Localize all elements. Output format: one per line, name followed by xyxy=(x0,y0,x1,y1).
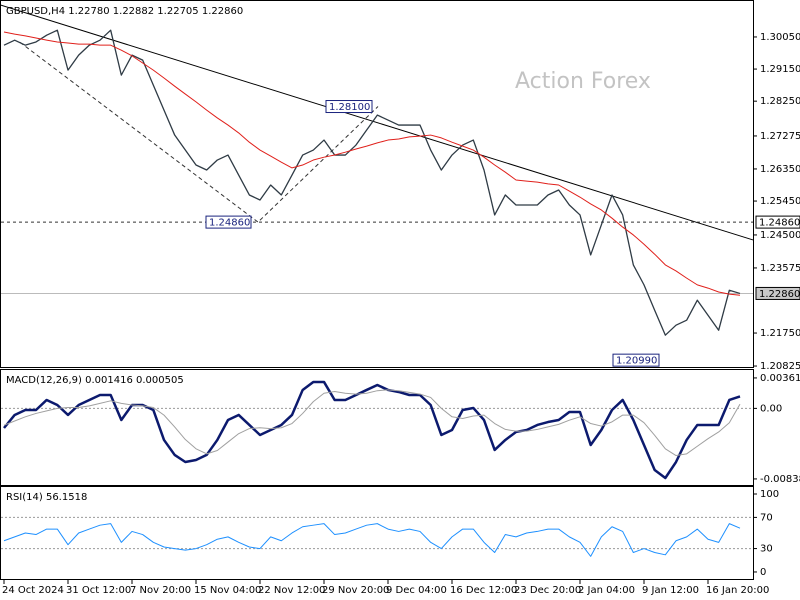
x-tick-label: 31 Oct 12:00 xyxy=(66,585,131,596)
x-tick-label: 29 Nov 20:00 xyxy=(322,585,389,596)
y-tick-label: 1.24500 xyxy=(760,230,800,241)
panel-frame xyxy=(0,486,754,580)
y-tick-label: 100 xyxy=(760,489,779,500)
x-tick-label: 9 Dec 04:00 xyxy=(386,585,447,596)
price-label-box xyxy=(755,286,800,300)
y-tick-label: 1.25450 xyxy=(760,196,800,207)
y-tick-label: -0.00838 xyxy=(760,474,800,485)
annotation-box xyxy=(205,215,252,229)
price-label-box xyxy=(755,215,800,229)
series-line xyxy=(3,523,741,557)
series-line xyxy=(3,389,741,457)
y-tick-label: 0 xyxy=(760,567,766,578)
y-tick-label: 1.23575 xyxy=(760,263,800,274)
x-tick-label: 16 Dec 12:00 xyxy=(450,585,517,596)
panel-frame xyxy=(0,0,754,368)
panel-title: MACD(12,26,9) 0.001416 0.000505 xyxy=(6,375,184,386)
x-tick-label: 16 Jan 20:00 xyxy=(706,585,769,596)
y-tick-label: 0.003616 xyxy=(760,373,800,384)
y-tick-label: 1.28250 xyxy=(760,96,800,107)
y-tick-label: 1.26350 xyxy=(760,164,800,175)
y-tick-label: 0.00 xyxy=(760,403,782,414)
watermark: Action Forex xyxy=(515,69,651,94)
y-tick-label: 1.20825 xyxy=(760,361,800,372)
annotation-label: 1.28100 xyxy=(329,102,370,113)
annotation-box xyxy=(325,100,373,114)
series-line xyxy=(3,380,741,480)
zigzag xyxy=(19,41,379,223)
y-tick-label: 70 xyxy=(760,512,773,523)
annotation-box xyxy=(612,353,660,367)
series-line xyxy=(3,31,741,296)
x-tick-label: 2 Jan 04:00 xyxy=(578,585,635,596)
panel-title: GBPUSD,H4 1.22780 1.22882 1.22705 1.2286… xyxy=(6,6,243,17)
price-label: 1.22860 xyxy=(759,289,800,300)
annotation-label: 1.24860 xyxy=(209,218,250,229)
x-tick-label: 15 Nov 04:00 xyxy=(194,585,261,596)
x-tick-label: 23 Dec 20:00 xyxy=(514,585,581,596)
panel-frame xyxy=(0,369,754,486)
y-tick-label: 1.21750 xyxy=(760,328,800,339)
trendline xyxy=(0,4,754,241)
y-tick-label: 1.30050 xyxy=(760,32,800,43)
x-tick-label: 7 Nov 20:00 xyxy=(130,585,191,596)
y-tick-label: 1.29150 xyxy=(760,64,800,75)
x-tick-label: 24 Oct 2024 xyxy=(2,585,64,596)
x-tick-label: 22 Nov 12:00 xyxy=(258,585,325,596)
price-label: 1.24860 xyxy=(759,218,800,229)
annotation-label: 1.20990 xyxy=(616,356,657,367)
x-tick-label: 9 Jan 12:00 xyxy=(642,585,699,596)
y-tick-label: 30 xyxy=(760,544,773,555)
y-tick-label: 1.27275 xyxy=(760,131,800,142)
series-line xyxy=(3,29,741,336)
panel-title: RSI(14) 56.1518 xyxy=(6,492,87,503)
